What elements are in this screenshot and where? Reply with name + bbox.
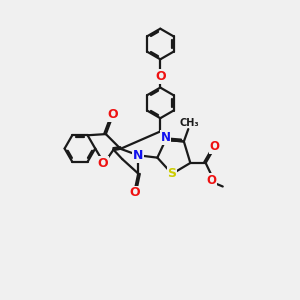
Text: S: S (168, 167, 177, 180)
Text: O: O (97, 157, 108, 170)
Text: N: N (160, 131, 171, 144)
Text: O: O (129, 187, 140, 200)
Text: O: O (209, 140, 220, 153)
Text: CH₃: CH₃ (179, 118, 199, 128)
Text: O: O (107, 108, 118, 121)
Text: N: N (133, 149, 143, 162)
Text: O: O (155, 70, 166, 83)
Text: O: O (206, 174, 217, 187)
